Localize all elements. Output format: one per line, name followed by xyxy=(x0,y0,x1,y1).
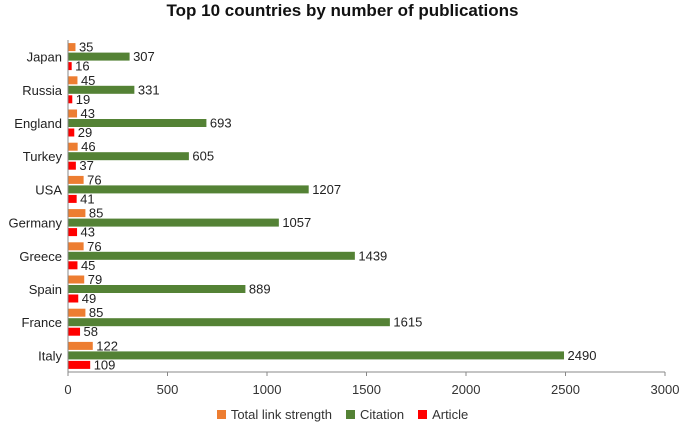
bar xyxy=(68,228,78,237)
data-label: 37 xyxy=(79,158,93,173)
bar xyxy=(68,142,78,151)
bar xyxy=(68,242,84,251)
bar xyxy=(68,175,84,184)
bar xyxy=(68,351,565,360)
category-label: Russia xyxy=(22,83,63,98)
bar xyxy=(68,308,86,317)
data-label: 76 xyxy=(87,239,101,254)
data-label: 85 xyxy=(89,206,103,221)
bar xyxy=(68,161,76,170)
data-label: 49 xyxy=(82,291,96,306)
bar xyxy=(68,275,85,284)
bar xyxy=(68,194,77,203)
data-label: 45 xyxy=(81,73,95,88)
bar xyxy=(68,62,72,71)
bar xyxy=(68,128,75,137)
bar xyxy=(68,261,78,270)
data-label: 43 xyxy=(81,225,95,240)
data-label: 605 xyxy=(192,149,214,164)
data-label: 43 xyxy=(81,106,95,121)
data-label: 16 xyxy=(75,59,89,74)
bar xyxy=(68,294,79,303)
data-label: 2490 xyxy=(568,348,597,363)
data-label: 889 xyxy=(249,282,271,297)
bar xyxy=(68,318,390,327)
data-label: 109 xyxy=(94,357,116,372)
bar xyxy=(68,327,81,336)
data-label: 46 xyxy=(81,139,95,154)
legend: Total link strength Citation Article xyxy=(0,407,685,422)
category-label: Italy xyxy=(38,348,62,363)
bar xyxy=(68,209,86,218)
category-label: England xyxy=(14,116,62,131)
bar xyxy=(68,360,91,369)
data-label: 29 xyxy=(78,125,92,140)
bar xyxy=(68,52,130,61)
data-label: 1207 xyxy=(312,182,341,197)
category-label: Greece xyxy=(19,249,62,264)
legend-item: Article xyxy=(418,407,468,422)
bar xyxy=(68,218,279,227)
bar xyxy=(68,109,78,118)
data-label: 35 xyxy=(79,40,93,55)
chart-title: Top 10 countries by number of publicatio… xyxy=(166,1,519,20)
x-tick-label: 500 xyxy=(157,382,179,397)
data-label: 76 xyxy=(87,172,101,187)
category-label: USA xyxy=(35,182,62,197)
legend-label: Article xyxy=(432,407,469,422)
x-tick-label: 1000 xyxy=(253,382,282,397)
data-label: 19 xyxy=(76,92,90,107)
bar xyxy=(68,119,207,127)
legend-swatch xyxy=(418,410,428,419)
bar xyxy=(68,185,309,194)
data-label: 1439 xyxy=(358,248,387,263)
data-label: 45 xyxy=(81,258,95,273)
bar xyxy=(68,43,76,52)
category-label: Turkey xyxy=(23,149,63,164)
category-label: Spain xyxy=(29,282,62,297)
bar xyxy=(68,285,246,293)
bar xyxy=(68,341,93,350)
legend-item: Citation xyxy=(345,407,405,422)
x-tick-label: 0 xyxy=(64,382,71,397)
data-label: 693 xyxy=(210,116,232,131)
bar xyxy=(68,76,78,85)
legend-item: Total link strength xyxy=(216,407,332,422)
legend-swatch xyxy=(345,410,355,419)
data-label: 307 xyxy=(133,49,155,64)
x-tick-label: 3000 xyxy=(651,382,680,397)
legend-label: Total link strength xyxy=(230,407,332,422)
category-label: Japan xyxy=(27,50,62,65)
bar xyxy=(68,152,189,161)
legend-swatch xyxy=(216,410,226,419)
data-label: 79 xyxy=(88,272,102,287)
bar xyxy=(68,251,355,260)
data-label: 1615 xyxy=(393,315,422,330)
x-tick-label: 2500 xyxy=(551,382,580,397)
data-label: 1057 xyxy=(282,215,311,230)
category-label: Germany xyxy=(9,216,63,231)
legend-label: Citation xyxy=(359,407,405,422)
data-label: 41 xyxy=(80,191,94,206)
bar xyxy=(68,95,73,104)
bar xyxy=(68,85,135,94)
category-label: France xyxy=(22,315,62,330)
data-label: 85 xyxy=(89,305,103,320)
data-label: 331 xyxy=(138,82,160,97)
x-tick-label: 1500 xyxy=(352,382,381,397)
data-label: 58 xyxy=(84,324,98,339)
data-label: 122 xyxy=(96,338,118,353)
x-tick-label: 2000 xyxy=(452,382,481,397)
